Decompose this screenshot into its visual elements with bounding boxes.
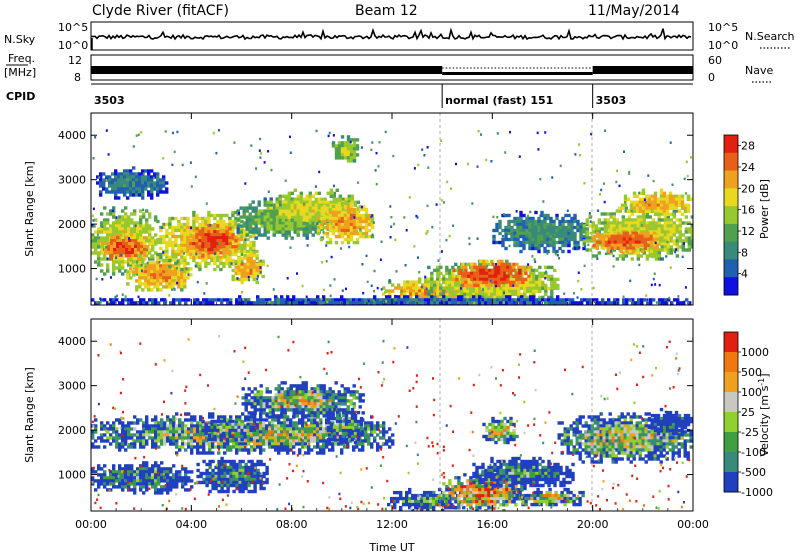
cpid-label: CPID (6, 90, 35, 103)
freq-tick-bottom: 8 (74, 71, 81, 84)
colorbar-tick-label: -500 (741, 466, 766, 479)
colorbar-tick-label: 500 (741, 366, 762, 379)
colorbar-tick-label: 25 (741, 406, 755, 419)
nsky-strip (90, 21, 694, 51)
colorbar-swatch (724, 206, 738, 225)
nsearch-label: N.Search (745, 30, 795, 43)
velocity-axes: 00:00 04:00 08:00 12:00 16:00 20:00 00:00 1000 2… (58, 319, 709, 531)
beam-label: Beam 12 (355, 3, 418, 19)
y-tick-label: 3000 (58, 174, 86, 187)
velocity-colorbar-label: Velocity [m s-1] (757, 373, 771, 456)
colorbar-tick-label: -25 (741, 426, 759, 439)
colorbar-tick-label: 8 (741, 246, 748, 259)
colorbar-tick-label: 28 (741, 140, 755, 153)
colorbar-tick-label: -1000 (741, 486, 773, 499)
power-colorbar-label: Power [dB] (758, 179, 771, 239)
freq-unit-label: [MHz] (4, 66, 36, 79)
x-tick-label: 04:00 (175, 518, 207, 531)
colorbar-swatch (724, 135, 738, 154)
freq-tick-top: 12 (68, 54, 82, 67)
freq-label: Freq. (8, 52, 35, 65)
colorbar-tick-label: -100 (741, 446, 766, 459)
y-tick-label: 4000 (58, 129, 86, 142)
y-tick-label: 1000 (58, 263, 86, 276)
colorbar-swatch (724, 170, 738, 189)
colorbar-swatch (724, 412, 738, 433)
colorbar-tick-label: 1000 (741, 346, 769, 359)
colorbar-swatch (724, 352, 738, 373)
colorbar-swatch (724, 223, 738, 243)
nsearch-tick-bottom: 10^0 (708, 39, 738, 52)
colorbar-tick-label: 24 (741, 161, 755, 174)
freq-band-a (91, 66, 443, 74)
colorbar-tick-label: 4 (741, 268, 748, 281)
colorbar-swatch (724, 372, 738, 393)
velocity-echoes (91, 335, 693, 511)
colorbar-swatch (724, 432, 738, 453)
velocity-colorbar: 1000 500 100 25 -25 -100 -500 -1000 (723, 331, 773, 499)
cpid-strip: 3503 normal (fast) 151 3503 (94, 84, 626, 108)
x-tick-label: 00:00 (75, 518, 107, 531)
power-ylabel: Slant Range [km] (23, 161, 36, 257)
velocity-colorbar-label-text: Velocity [m s-1] (757, 373, 771, 456)
colorbar-swatch (724, 472, 738, 493)
plot-title: Clyde River (fitACF) (92, 3, 229, 19)
y-tick-label: 1000 (58, 469, 86, 482)
nsky-label: N.Sky (4, 33, 36, 46)
freq-trace (91, 66, 693, 75)
nave-label: Nave (745, 64, 773, 77)
x-tick-label: 12:00 (376, 518, 408, 531)
colorbar-swatch (724, 332, 738, 353)
nave-tick-top: 60 (708, 54, 722, 67)
x-tick-label: 20:00 (577, 518, 609, 531)
colorbar-tick-label: 16 (741, 204, 755, 217)
power-axes: 1000 2000 3000 4000 (58, 113, 694, 305)
y-tick-label: 2000 (58, 424, 86, 437)
velocity-ylabel: Slant Range [km] (23, 367, 36, 463)
x-tick-label: 00:00 (677, 518, 709, 531)
cpid-segment-label: normal (fast) 151 (445, 94, 553, 107)
cpid-segment-label: 3503 (94, 94, 125, 107)
colorbar-swatch (724, 392, 738, 413)
x-axis-label: Time UT (368, 541, 414, 554)
cpid-segment-label: 3503 (596, 94, 627, 107)
colorbar-swatch (724, 277, 738, 296)
freq-band-b (442, 72, 593, 75)
date-label: 11/May/2014 (588, 3, 680, 19)
freq-strip (90, 54, 694, 81)
colorbar-tick-label: 100 (741, 386, 762, 399)
x-tick-label: 08:00 (276, 518, 308, 531)
nave-tick-bottom: 0 (708, 71, 715, 84)
y-tick-label: 2000 (58, 218, 86, 231)
nsky-line (90, 27, 692, 41)
nsky-tick-bottom: 10^0 (58, 39, 88, 52)
velocity-panel: 00:00 04:00 08:00 12:00 16:00 20:00 00:00 1000 2… (58, 318, 709, 531)
freq-band-c (592, 66, 693, 74)
power-panel: 1000 2000 3000 4000 (58, 112, 694, 306)
colorbar-tick-label: 12 (741, 225, 755, 238)
colorbar-swatch (724, 259, 738, 278)
colorbar-swatch (724, 452, 738, 473)
power-colorbar: 4 8 12 16 20 24 28 (723, 134, 755, 296)
y-tick-label: 3000 (58, 380, 86, 393)
nsky-trace (90, 27, 692, 50)
colorbar-swatch (724, 188, 738, 207)
colorbar-swatch (724, 152, 738, 172)
colorbar-tick-label: 20 (741, 182, 755, 195)
nsky-tick-top: 10^5 (58, 21, 88, 34)
y-tick-label: 4000 (58, 335, 86, 348)
nsearch-tick-top: 10^5 (708, 21, 738, 34)
colorbar-swatch (724, 241, 738, 260)
x-tick-label: 16:00 (476, 518, 508, 531)
